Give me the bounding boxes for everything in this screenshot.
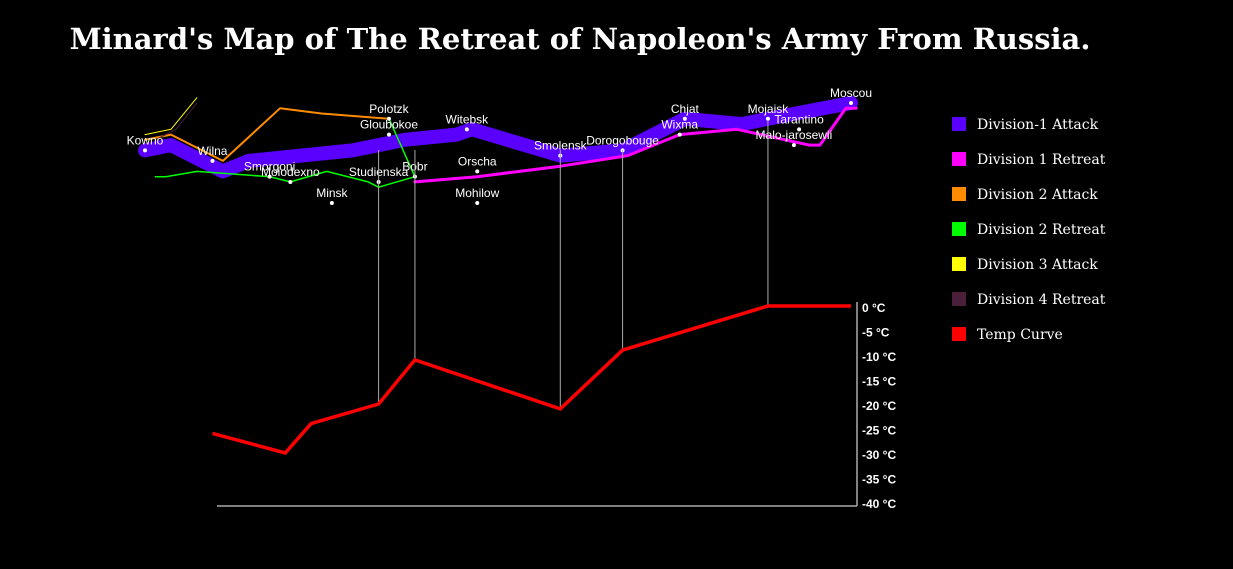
y-tick-label: -35 °C bbox=[862, 473, 896, 487]
legend-swatch bbox=[952, 222, 966, 236]
city-marker bbox=[210, 158, 215, 163]
city-marker bbox=[765, 116, 770, 121]
city-marker bbox=[791, 143, 796, 148]
y-tick-label: 0 °C bbox=[862, 301, 886, 315]
city-label: Dorogobouge bbox=[586, 133, 659, 147]
city-label: Polotzk bbox=[369, 102, 409, 116]
city-marker bbox=[329, 201, 334, 205]
city-label: Wixma bbox=[661, 118, 698, 132]
city-label: Mohilow bbox=[455, 186, 499, 200]
y-tick-label: -30 °C bbox=[862, 448, 896, 462]
y-tick-label: -10 °C bbox=[862, 350, 896, 364]
division-path-1 bbox=[138, 96, 858, 179]
city-label: Gloubokoe bbox=[360, 118, 418, 132]
division-path-3 bbox=[144, 107, 390, 162]
y-tick-label: -15 °C bbox=[862, 375, 896, 389]
city-marker bbox=[849, 101, 853, 105]
y-tick-label: -25 °C bbox=[862, 424, 896, 438]
city-marker bbox=[288, 179, 293, 184]
city-marker bbox=[677, 132, 682, 137]
y-tick-label: -5 °C bbox=[862, 326, 890, 340]
legend-swatch bbox=[952, 152, 966, 166]
city-marker bbox=[682, 116, 687, 121]
y-tick-label: -20 °C bbox=[862, 399, 896, 413]
city-label: Moiodexno bbox=[261, 165, 320, 179]
city-marker bbox=[267, 174, 272, 179]
city-label: Minsk bbox=[316, 186, 348, 200]
legend-label: Division 1 Retreat bbox=[977, 152, 1106, 168]
city-label: Tarantino bbox=[774, 112, 824, 126]
city-label: Smolensk bbox=[534, 139, 588, 153]
temp-curve bbox=[212, 304, 851, 455]
division-path-4 bbox=[154, 118, 416, 188]
city-label: Witebsk bbox=[446, 112, 490, 126]
city-marker bbox=[386, 116, 391, 121]
city-marker bbox=[797, 127, 802, 132]
legend-label: Division 4 Retreat bbox=[977, 292, 1106, 308]
temperature-chart: 0 °C -5 °C -10 °C -15 °C -20 °C -25 °C -30 °C -… bbox=[212, 301, 896, 511]
legend-swatch bbox=[952, 187, 966, 201]
city-label: Mojaisk bbox=[748, 102, 790, 116]
city-label: Orscha bbox=[458, 154, 497, 168]
page-title: Minard's Map of The Retreat of Napoleon'… bbox=[69, 22, 1091, 56]
division-path-5 bbox=[144, 97, 198, 136]
city-label: Chjat bbox=[671, 102, 700, 116]
legend-label: Division-1 Attack bbox=[977, 117, 1099, 133]
city-label: Smorgoni bbox=[244, 160, 295, 174]
city-label: Malo-jarosewli bbox=[756, 128, 833, 142]
legend-label: Temp Curve bbox=[977, 327, 1063, 343]
city-label: Wilna bbox=[197, 144, 227, 158]
division-path-6 bbox=[154, 102, 198, 141]
y-tick-label: -40 °C bbox=[862, 497, 896, 511]
legend: Division-1 Attack Division 1 Retreat Divis… bbox=[952, 117, 1106, 343]
city-marker bbox=[386, 132, 391, 137]
legend-label: Division 3 Attack bbox=[977, 257, 1098, 273]
city-marker bbox=[475, 169, 480, 174]
legend-swatch bbox=[952, 117, 966, 131]
legend-swatch bbox=[952, 292, 966, 306]
city-label: Moscou bbox=[830, 86, 872, 100]
legend-swatch bbox=[952, 327, 966, 341]
city-label: Kowno bbox=[127, 133, 164, 147]
city-marker bbox=[143, 148, 147, 153]
drop-lines bbox=[378, 120, 769, 409]
city-marker bbox=[475, 201, 480, 205]
legend-label: Division 2 Attack bbox=[977, 187, 1098, 203]
legend-swatch bbox=[952, 257, 966, 271]
legend-label: Division 2 Retreat bbox=[977, 222, 1106, 238]
division-path-2 bbox=[413, 106, 858, 184]
city-marker bbox=[464, 127, 469, 132]
